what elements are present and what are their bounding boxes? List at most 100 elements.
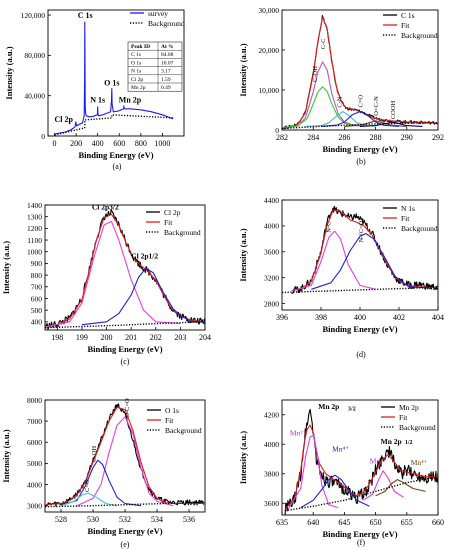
x-tick-label: 645 bbox=[338, 518, 350, 527]
series-line-c-o bbox=[60, 492, 118, 507]
series-line-fit bbox=[284, 424, 438, 510]
table-cell: C 1s bbox=[131, 52, 141, 58]
x-tick-label: 396 bbox=[276, 313, 288, 322]
series-line-o-1s bbox=[44, 403, 206, 508]
x-tick-label: 640 bbox=[307, 518, 319, 527]
panel-b-c1s: 282 284 286 288 290 292 0 10,000 20,000 30,000 Bin… bbox=[238, 6, 444, 166]
x-axis-title: Binding Energy (eV) bbox=[87, 526, 162, 536]
x-tick-label: 200 bbox=[101, 333, 113, 342]
series-line-mn4-2p1-2- bbox=[375, 479, 426, 497]
table-cell: Mn 2p bbox=[131, 85, 146, 91]
y-tick-label: 3000 bbox=[27, 501, 42, 510]
y-axis-title: Intensity (a.u.) bbox=[1, 241, 11, 294]
peak-label: Mn²⁺ bbox=[370, 456, 387, 465]
panel-e-o1s: 528 530 532 534 536 3000 4000 5000 6000 7000 8000 B… bbox=[1, 396, 206, 549]
peak-label: N-(C=O) bbox=[358, 218, 365, 242]
series-line-fit bbox=[291, 209, 438, 292]
peak-annotation: C 1s bbox=[78, 11, 93, 20]
panel-caption: (f) bbox=[357, 538, 365, 547]
peak-label: Mn²⁺ bbox=[290, 428, 307, 437]
y-tick-label: 8000 bbox=[27, 396, 42, 405]
x-axis-title: Binding Energy (eV) bbox=[87, 344, 162, 354]
y-tick-label: 120,000 bbox=[21, 11, 46, 20]
x-tick-label: 530 bbox=[87, 515, 99, 524]
series-line-mn4-2p3-2- bbox=[300, 474, 370, 509]
peak-annotation: N 1s bbox=[90, 96, 105, 105]
y-tick-label: 1200 bbox=[27, 224, 42, 233]
x-tick-label: 198 bbox=[51, 333, 63, 342]
peak-label: Mn 2p bbox=[318, 402, 339, 411]
x-axis-title: Binding Energy (eV) bbox=[322, 529, 397, 539]
panel-c-cl2p: 198 199 200 201 202 203 204 400 500 600 700 800 900 1… bbox=[1, 201, 211, 366]
peak-label: Mn 2p bbox=[381, 437, 402, 446]
legend-label: Background bbox=[401, 224, 438, 233]
y-tick-label: 4000 bbox=[264, 440, 279, 449]
y-tick-label: 400 bbox=[31, 318, 43, 327]
series-line-background bbox=[54, 114, 174, 136]
x-tick-label: 286 bbox=[338, 133, 350, 142]
x-tick-label: 600 bbox=[113, 139, 125, 148]
x-tick-label: 400 bbox=[354, 313, 366, 322]
x-tick-label: 650 bbox=[370, 518, 382, 527]
y-tick-label: 900 bbox=[31, 259, 43, 268]
peak-label: 1/2 bbox=[405, 440, 413, 446]
series-line-c-n bbox=[305, 111, 368, 127]
legend-label: survey bbox=[148, 9, 168, 18]
x-tick-label: 204 bbox=[199, 333, 211, 342]
y-tick-label: 40,000 bbox=[24, 91, 45, 100]
x-tick-label: 398 bbox=[315, 313, 327, 322]
y-tick-label: 0 bbox=[275, 126, 279, 135]
x-tick-label: 404 bbox=[432, 313, 444, 322]
table-header: Peak ID bbox=[131, 44, 150, 50]
x-tick-label: 202 bbox=[150, 333, 162, 342]
series-line-background bbox=[44, 321, 206, 329]
legend-label: Fit bbox=[401, 21, 410, 30]
x-tick-label: 290 bbox=[401, 133, 413, 142]
peak-label: Cl 2p1/2 bbox=[131, 252, 158, 261]
y-tick-label: 0 bbox=[41, 132, 45, 141]
table-cell: N 1s bbox=[131, 69, 141, 75]
panel-a-survey: 0 200 400 600 800 1000 0 40,000 80,000 120,000 Bin… bbox=[4, 9, 185, 171]
series-line-o-c-n bbox=[344, 120, 407, 127]
y-axis-title: Intensity (a.u.) bbox=[238, 431, 248, 484]
legend-label: Cl 2p bbox=[164, 208, 181, 217]
series-line-n-c bbox=[291, 230, 376, 292]
y-tick-label: 500 bbox=[31, 306, 43, 315]
peak-label: C-OH bbox=[312, 66, 319, 82]
peak-label: O=C-N bbox=[373, 96, 380, 116]
x-tick-label: 660 bbox=[432, 518, 444, 527]
peak-label: Mn⁴⁺ bbox=[332, 445, 349, 454]
x-tick-label: 201 bbox=[125, 333, 137, 342]
series-line-mn-2p bbox=[284, 408, 439, 515]
panel-caption: (c) bbox=[121, 357, 130, 366]
legend-label: O 1s bbox=[165, 406, 179, 415]
x-tick-label: 1000 bbox=[154, 139, 170, 148]
y-tick-label: 800 bbox=[31, 271, 43, 280]
table-cell: O 1s bbox=[131, 60, 141, 66]
x-tick-label: 528 bbox=[55, 515, 67, 524]
legend-label: C 1s bbox=[401, 11, 415, 20]
series-line-cooh bbox=[359, 121, 423, 127]
series-line-fit bbox=[44, 213, 206, 328]
table-cell: 84.08 bbox=[161, 52, 174, 58]
x-tick-label: 199 bbox=[76, 333, 88, 342]
x-tick-label: 402 bbox=[393, 313, 405, 322]
peak-label: Mn⁴⁺ bbox=[411, 458, 428, 467]
y-tick-label: 1100 bbox=[27, 236, 42, 245]
series-line-mn2-2p1-2- bbox=[362, 470, 404, 501]
peak-label: C-N bbox=[336, 96, 343, 108]
series-line-cl-2p1-2 bbox=[81, 267, 206, 326]
peak-label: O-C=O bbox=[124, 398, 131, 418]
x-tick-label: 288 bbox=[370, 133, 382, 142]
table-cell: 1.59 bbox=[161, 77, 171, 83]
x-axis-title: Binding Energy (eV) bbox=[78, 150, 153, 160]
y-tick-label: 4000 bbox=[27, 480, 42, 489]
peak-label: Cl 2p3/2 bbox=[92, 203, 119, 212]
series-line-background bbox=[281, 286, 439, 294]
series-line-fit bbox=[281, 16, 439, 129]
series-line-background bbox=[284, 476, 439, 512]
series-line-fit bbox=[44, 406, 205, 506]
table-cell: 10.07 bbox=[161, 60, 174, 66]
panel-f-mn2p: 635 640 645 650 655 660 3600 3800 4000 4200 Bindin… bbox=[238, 399, 444, 547]
